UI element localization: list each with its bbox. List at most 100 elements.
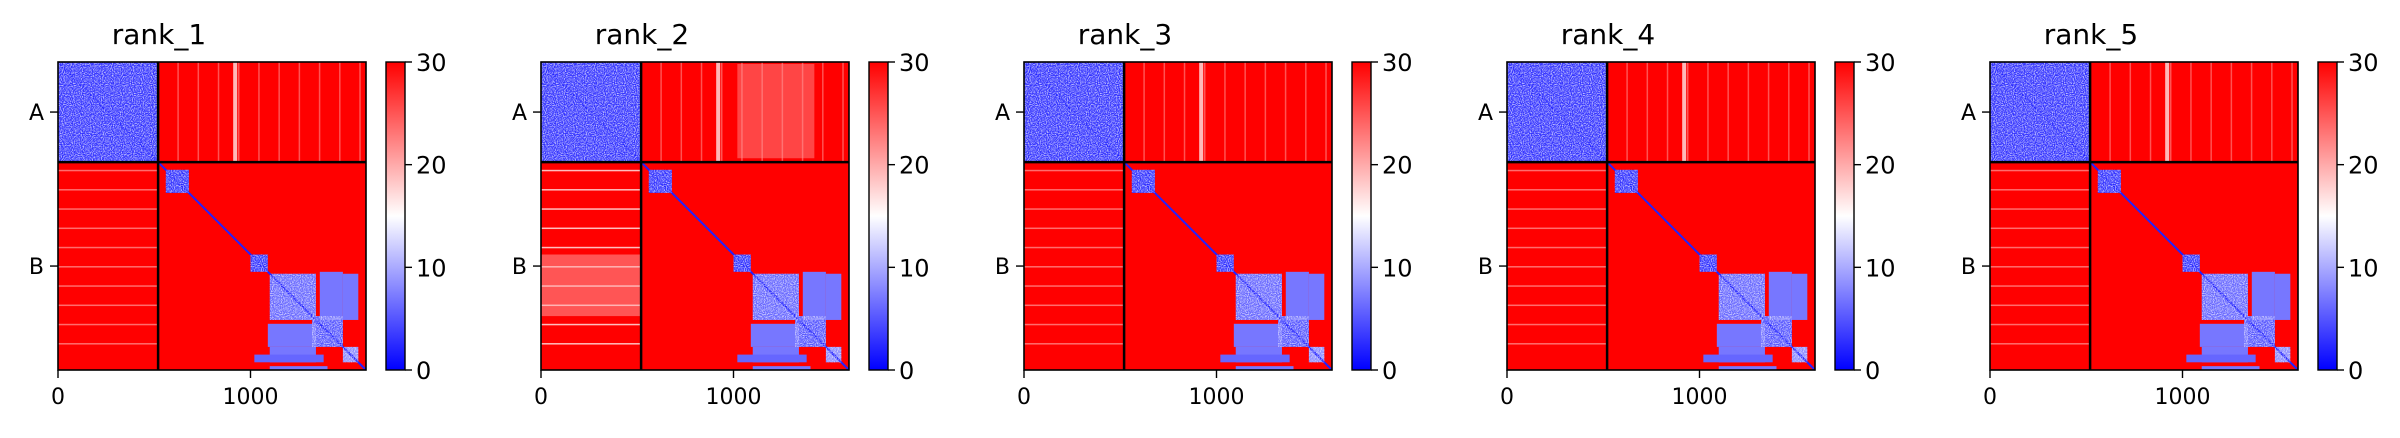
heatmap-stripe bbox=[58, 285, 159, 287]
heatmap-stripe bbox=[1507, 323, 1608, 326]
heatmap-stripe bbox=[1990, 266, 2091, 268]
heatmap-stripe bbox=[58, 246, 159, 249]
heatmap-stripe bbox=[1707, 62, 1709, 163]
colorbar-tick-label: 20 bbox=[1382, 152, 1413, 180]
heatmap-block bbox=[1308, 273, 1325, 320]
heatmap-texture bbox=[312, 316, 343, 347]
heatmap-stripe bbox=[58, 189, 159, 191]
colorbar-tick-label: 20 bbox=[2348, 152, 2379, 180]
heatmap-block bbox=[737, 354, 807, 363]
heatmap-stripe bbox=[2250, 62, 2253, 163]
heatmap-stripe bbox=[1990, 246, 2091, 249]
heatmap-stripe bbox=[1990, 343, 2091, 345]
heatmap-stripe bbox=[1244, 62, 1246, 163]
colorbar-tick-label: 0 bbox=[2348, 357, 2363, 385]
heatmap-stripe bbox=[1666, 62, 1669, 163]
heatmap-texture bbox=[165, 169, 189, 193]
heatmap-stripe bbox=[1626, 62, 1628, 163]
heatmap-stripe bbox=[1507, 343, 1608, 345]
heatmap-stripe bbox=[278, 62, 280, 163]
heatmap-stripe bbox=[842, 62, 844, 163]
heatmap-block bbox=[2274, 273, 2291, 320]
axes-rank-2: 0 1000 A B bbox=[512, 61, 850, 410]
panel-title: rank_2 bbox=[595, 18, 689, 51]
heatmap-stripe bbox=[2129, 62, 2132, 163]
heatmap-texture bbox=[1791, 346, 1808, 363]
heatmap-stripe bbox=[2271, 62, 2273, 163]
colorbar-tick-label: 20 bbox=[899, 152, 930, 180]
heatmap-texture bbox=[1131, 169, 1155, 193]
heatmap-stripe bbox=[2165, 62, 2170, 163]
heatmap-stripe bbox=[359, 62, 361, 163]
heatmap-stripe bbox=[1224, 62, 1226, 163]
heatmap-stripe bbox=[1024, 169, 1125, 172]
heatmap-texture bbox=[269, 273, 316, 320]
heatmap-stripe bbox=[1284, 62, 1287, 163]
heatmap-block bbox=[319, 271, 343, 320]
heatmap-stripe bbox=[1990, 189, 2091, 191]
heatmap-stripe bbox=[1507, 169, 1608, 172]
heatmap-block bbox=[1791, 273, 1808, 320]
heatmap-stripe bbox=[1024, 304, 1125, 307]
heatmap-block bbox=[825, 273, 842, 320]
y-tick-label: B bbox=[29, 255, 44, 280]
panel-3: rank_3 0 1000 A B 0 10 20 30 bbox=[995, 18, 1413, 410]
heatmap-stripe bbox=[1747, 62, 1750, 163]
x-tick-label: 0 bbox=[51, 385, 65, 410]
heatmap-stripe bbox=[716, 62, 721, 163]
heatmap-texture bbox=[1308, 346, 1325, 363]
heatmap-stripe bbox=[1507, 285, 1608, 287]
heatmap-stripe bbox=[318, 62, 321, 163]
heatmap-stripe bbox=[1024, 208, 1125, 210]
panel-title: rank_4 bbox=[1561, 18, 1655, 51]
heatmap-texture bbox=[648, 169, 672, 193]
heatmap-stripe bbox=[761, 62, 763, 163]
heatmap-stripe bbox=[2210, 62, 2212, 163]
heatmap-block bbox=[1220, 354, 1290, 363]
x-tick-label: 1000 bbox=[1672, 385, 1728, 410]
colorbar-tick-label: 10 bbox=[2348, 254, 2379, 282]
y-tick-label: B bbox=[1478, 255, 1493, 280]
heatmap-stripe bbox=[1990, 227, 2091, 230]
panel-title: rank_1 bbox=[112, 18, 206, 51]
heatmap-stripe bbox=[1727, 62, 1729, 163]
axes-rank-3: 0 1000 A B bbox=[995, 61, 1333, 410]
heatmap-stripe bbox=[541, 169, 642, 172]
heatmap-block bbox=[254, 354, 324, 363]
heatmap-block bbox=[1233, 323, 1282, 347]
axes-frame bbox=[1023, 61, 1333, 371]
y-tick-label: B bbox=[512, 255, 527, 280]
heatmap-texture bbox=[2097, 169, 2121, 193]
panel-title: rank_3 bbox=[1078, 18, 1172, 51]
heatmap-stripe bbox=[1024, 246, 1125, 249]
colorbar-tick-label: 30 bbox=[1865, 49, 1896, 77]
heatmap-stripe bbox=[2149, 62, 2152, 163]
colorbar-tick-label: 30 bbox=[1382, 49, 1413, 77]
colorbar-gradient bbox=[1834, 61, 1855, 371]
heatmap-stripe bbox=[781, 62, 784, 163]
y-tick-label: A bbox=[1961, 101, 1976, 126]
heatmap-stripe bbox=[1646, 62, 1649, 163]
axes-frame bbox=[540, 61, 850, 371]
heatmap-stripe bbox=[58, 208, 159, 210]
heatmap-stripe bbox=[822, 62, 824, 163]
heatmap-texture bbox=[1507, 62, 1608, 163]
heatmap-texture bbox=[1699, 254, 1717, 272]
heatmap-texture bbox=[2274, 346, 2291, 363]
axes-rank-4: 0 1000 A B bbox=[1478, 61, 1816, 410]
heatmap-stripe bbox=[1767, 62, 1770, 163]
heatmap-stripe bbox=[2109, 62, 2111, 163]
y-tick-label: A bbox=[1478, 101, 1493, 126]
heatmap-texture bbox=[795, 316, 826, 347]
heatmap-stripe bbox=[1024, 343, 1125, 345]
heatmap-stripe bbox=[2169, 62, 2172, 163]
heatmap-block bbox=[802, 271, 826, 320]
heatmap-block bbox=[342, 273, 359, 320]
heatmap-stripe bbox=[2230, 62, 2233, 163]
heatmap-stripe bbox=[1990, 323, 2091, 326]
colorbar-tick-label: 0 bbox=[416, 357, 431, 385]
heatmap-stripe bbox=[541, 246, 642, 249]
heatmap-block bbox=[2251, 271, 2275, 320]
heatmap-texture bbox=[733, 254, 751, 272]
